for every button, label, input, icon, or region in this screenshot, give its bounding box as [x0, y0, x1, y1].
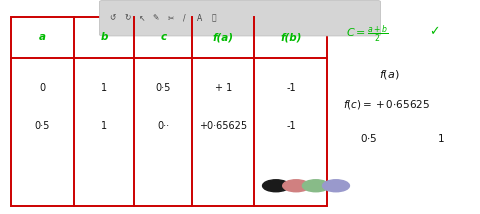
Bar — [11, 17, 327, 206]
Text: f(a): f(a) — [213, 33, 234, 42]
Circle shape — [263, 180, 289, 192]
Text: a: a — [39, 33, 46, 42]
Text: A: A — [197, 14, 202, 23]
Text: +0·65625: +0·65625 — [199, 121, 247, 131]
Text: 1: 1 — [101, 121, 108, 131]
Text: -1: -1 — [286, 83, 296, 93]
Text: $0{\cdot}5$: $0{\cdot}5$ — [360, 132, 378, 144]
Text: $1$: $1$ — [437, 132, 444, 144]
Text: ↺: ↺ — [109, 14, 116, 23]
Text: 1: 1 — [101, 83, 108, 93]
Text: + 1: + 1 — [215, 83, 232, 93]
Circle shape — [323, 180, 349, 192]
Text: 🖼: 🖼 — [211, 14, 216, 23]
Text: $f(c) = +0{\cdot}65625$: $f(c) = +0{\cdot}65625$ — [343, 98, 430, 111]
Text: 0·5: 0·5 — [35, 121, 50, 131]
Text: /: / — [183, 14, 186, 23]
Text: -1: -1 — [286, 121, 296, 131]
Text: f(b): f(b) — [280, 33, 301, 42]
Text: c: c — [160, 33, 166, 42]
Text: b: b — [101, 33, 108, 42]
Text: 0: 0 — [39, 83, 46, 93]
Text: $C = \frac{a+b}{2}$: $C = \frac{a+b}{2}$ — [346, 24, 388, 45]
Text: ↖: ↖ — [138, 14, 145, 23]
Text: ✓: ✓ — [430, 26, 440, 39]
Text: 0··: 0·· — [157, 121, 169, 131]
Circle shape — [283, 180, 310, 192]
Text: ✎: ✎ — [153, 14, 159, 23]
FancyBboxPatch shape — [99, 0, 381, 36]
Text: ↻: ↻ — [124, 14, 131, 23]
Circle shape — [302, 180, 329, 192]
Text: $f(a)$: $f(a)$ — [379, 68, 400, 81]
Text: 0·5: 0·5 — [156, 83, 171, 93]
Text: ✂: ✂ — [167, 14, 174, 23]
